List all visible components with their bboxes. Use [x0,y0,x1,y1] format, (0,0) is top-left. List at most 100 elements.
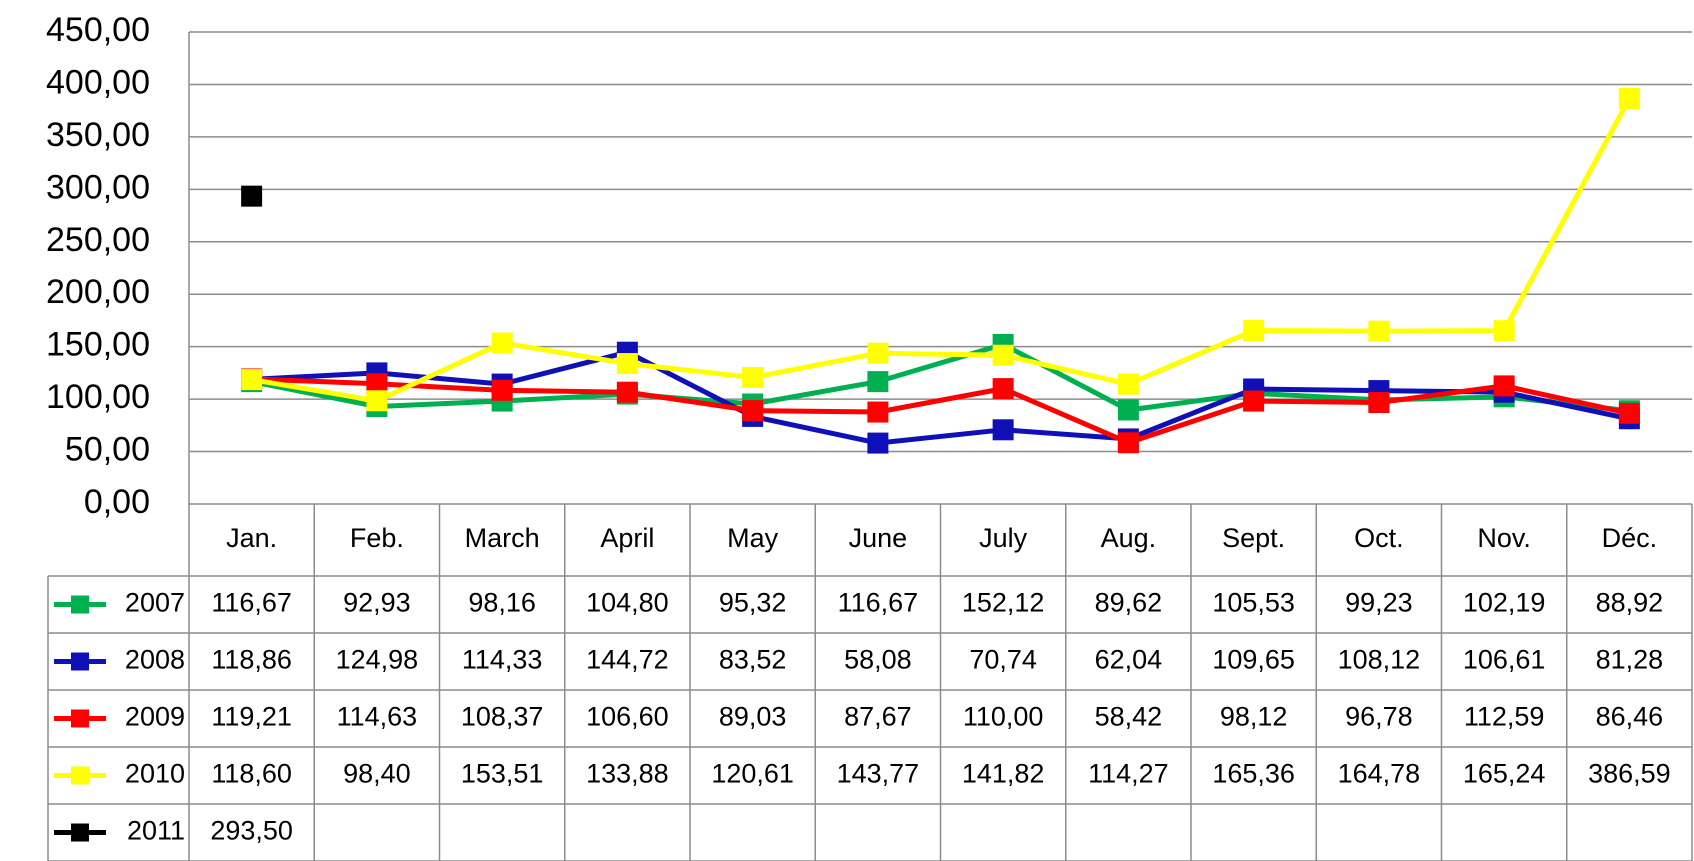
x-tick-label: Nov. [1477,523,1531,553]
data-table-cell: 152,12 [962,588,1045,618]
y-tick-label: 200,00 [46,273,150,311]
marker [868,433,888,453]
data-table-cell: 98,12 [1220,702,1288,732]
legend-key-marker [71,710,89,728]
data-table-cell: 386,59 [1588,759,1671,789]
marker [242,370,262,390]
x-tick-label: Sept. [1222,523,1285,553]
data-table-cell: 116,67 [211,588,292,618]
marker [1369,392,1389,412]
y-tick-label: 400,00 [46,63,150,101]
data-table-cell: 70,74 [969,645,1037,675]
y-tick-label: 350,00 [46,116,150,154]
marker [1369,321,1389,341]
legend-key-marker [71,824,89,842]
data-table-cell: 110,00 [963,702,1044,732]
y-tick-label: 450,00 [46,11,150,49]
data-table-cell: 105,53 [1212,588,1295,618]
x-tick-label: March [465,523,540,553]
data-table-cell: 102,19 [1463,588,1546,618]
data-table-cell: 165,24 [1463,759,1546,789]
data-table-cell: 98,16 [468,588,536,618]
data-table-cell: 106,61 [1463,645,1546,675]
marker [743,401,763,421]
marker [993,345,1013,365]
marker [868,402,888,422]
y-tick-label: 100,00 [46,378,150,416]
legend-key-marker [71,653,89,671]
data-table-cell: 58,08 [844,645,912,675]
x-tick-label: Feb. [350,523,404,553]
marker [1619,89,1639,109]
data-table-cell: 141,82 [962,759,1045,789]
marker [993,379,1013,399]
x-tick-label: June [849,523,908,553]
data-table-cell: 165,36 [1212,759,1295,789]
data-table-cell: 88,92 [1596,588,1664,618]
chart: 0,00 50,00 100,00 150,00 200,00 250,00 300,00 3… [0,0,1694,861]
data-table-cell: 95,32 [719,588,787,618]
legend-label: 2009 [125,702,185,732]
data-table-cell: 98,40 [343,759,411,789]
legend-key-marker [71,767,89,785]
marker [1118,374,1138,394]
y-tick-label: 50,00 [65,431,150,469]
marker [1118,400,1138,420]
data-table-cell: 104,80 [586,588,669,618]
data-table-cell: 118,86 [211,645,292,675]
legend-label: 2010 [125,759,185,789]
legend-label: 2011 [127,816,185,846]
data-table-cell: 164,78 [1338,759,1421,789]
data-table-cell: 153,51 [461,759,544,789]
data-table-cell: 109,65 [1212,645,1295,675]
marker [242,186,262,206]
x-tick-label: April [600,523,654,553]
data-table-cell: 293,50 [210,816,293,846]
data-table-cell: 62,04 [1095,645,1163,675]
x-tick-label: Oct. [1354,523,1404,553]
x-tick-label: Jan. [226,523,277,553]
data-table-cell: 133,88 [586,759,669,789]
marker [868,343,888,363]
data-table-cell: 83,52 [719,645,787,675]
marker [743,367,763,387]
data-table-cell: 96,78 [1345,702,1413,732]
x-tick-label: Déc. [1602,523,1658,553]
marker [1494,376,1514,396]
marker [617,354,637,374]
marker [492,380,512,400]
marker [1244,391,1264,411]
data-table-cell: 86,46 [1596,702,1664,732]
x-tick-label: May [727,523,779,553]
y-tick-label: 0,00 [84,483,150,521]
y-tick-label: 250,00 [46,221,150,259]
data-table-cell: 143,77 [837,759,920,789]
marker [1118,433,1138,453]
x-tick-label: July [979,523,1028,553]
marker [868,372,888,392]
x-tick-label: Aug. [1101,523,1157,553]
data-table-cell: 114,63 [337,702,418,732]
data-table-cell: 58,42 [1095,702,1163,732]
data-table-cell: 112,59 [1464,702,1545,732]
data-table-cell: 99,23 [1345,588,1413,618]
series-line [252,99,1630,401]
marker [367,391,387,411]
data-table-cell: 114,27 [1088,759,1169,789]
y-tick-label: 150,00 [46,326,150,364]
marker [993,420,1013,440]
data-table-cell: 81,28 [1596,645,1664,675]
data-table-cell: 108,12 [1338,645,1421,675]
data-table-cell: 92,93 [343,588,411,618]
data-table-cell: 87,67 [844,702,912,732]
data-table-cell: 116,67 [838,588,919,618]
marker [1494,321,1514,341]
data-table-cell: 89,62 [1095,588,1163,618]
marker [1619,403,1639,423]
legend-label: 2008 [125,645,185,675]
data-table-cell: 89,03 [719,702,787,732]
y-tick-label: 300,00 [46,168,150,206]
data-table-cell: 114,33 [462,645,543,675]
legend-key-marker [71,596,89,614]
data-table-cell: 119,21 [211,702,292,732]
